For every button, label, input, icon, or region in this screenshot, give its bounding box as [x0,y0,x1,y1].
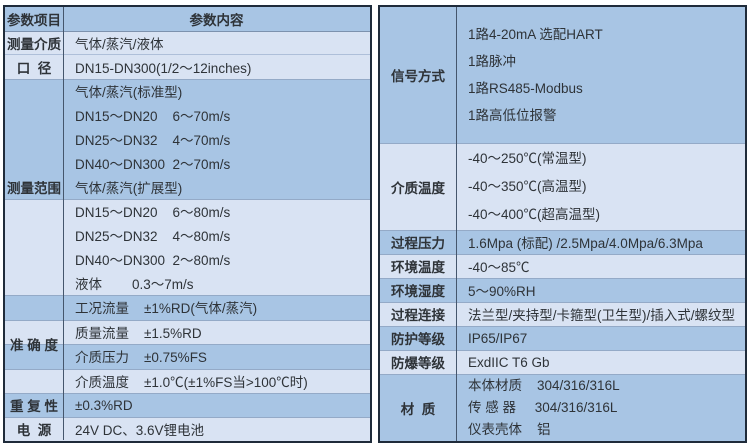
row-label-ambient-humidity: 环境湿度 [391,284,445,299]
range-line: 液体 0.3～7m/s [75,277,194,292]
band-explosion-rating [380,350,745,374]
material-lines: 本体材质 304/316/316L 传 感 器 304/316/316L 仪表壳… [456,374,745,441]
accuracy-line: 质量流量 ±1.5%RD [75,325,202,341]
medium-temp-line: -40～250℃(常温型) [468,150,587,166]
band-protection-rating [380,326,745,350]
row-label-range: 测量范围 [7,181,61,196]
row-label-process-connection: 过程连接 [391,308,445,323]
row-value-power: 24V DC、3.6V锂电池 [75,422,205,438]
material-line: 仪表壳体 铝 [468,421,551,437]
accuracy-line: 工况流量 ±1%RD(气体/蒸汽) [75,301,258,317]
row-value-repeatability: ±0.3%RD [75,397,133,413]
spec-table-left: 参数项目 参数内容 测量介质 气体/蒸汽/液体 口 径 DN15-DN300(1… [3,5,372,443]
row-label-ambient-temp: 环境温度 [391,260,445,275]
medium-temp-line: -40～400℃(超高温型) [468,206,601,222]
row-label-diameter: 口 径 [16,60,52,76]
spec-table-right: 信号方式 1路4-20mA 选配HART 1路脉冲 1路RS485-Modbus… [378,5,747,443]
band-accuracy-2 [5,319,370,344]
row-value-ambient-temp: -40～85℃ [468,260,530,275]
range-line: DN25～DN32 4～80m/s [75,229,231,244]
range-line: DN15～DN20 6～70m/s [75,109,231,124]
band-medium-diameter [5,31,370,79]
row-label-medium-temp: 介质温度 [391,180,445,196]
signal-line: 1路脉冲 [468,54,517,69]
row-label-explosion-rating: 防爆等级 [391,356,445,371]
row-value-explosion-rating: ExdIIC T6 Gb [468,354,550,370]
band-process-pressure [380,230,745,254]
row-value-process-connection: 法兰型/夹持型/卡箍型(卫生型)/插入式/螺纹型 [468,308,735,323]
row-label-material: 材 质 [400,401,436,417]
range-line: DN25～DN32 4～70m/s [75,133,231,148]
row-value-ambient-humidity: 5～90%RH [468,284,536,299]
range-line: 气体/蒸汽(扩展型) [75,181,183,196]
medium-temp-lines: -40～250℃(常温型) -40～350℃(高温型) -40～400℃(超高温… [456,143,745,230]
range-line: DN40～DN300 2～70m/s [75,157,231,172]
row-label-accuracy: 准 确 度 [9,338,58,353]
accuracy-line: 介质压力 ±0.75%FS [75,350,207,366]
band-material [380,374,745,441]
header-cell-param-item: 参数项目 [7,13,61,28]
band-ambient-temp [380,254,745,278]
band-process-connection [380,302,745,326]
band-power [5,417,370,440]
row-label-signal: 信号方式 [391,69,445,84]
material-line: 传 感 器 304/316/316L [468,399,618,415]
signal-line: 1路高低位报警 [468,108,557,123]
band-accuracy-1 [5,295,370,320]
band-repeatability [5,393,370,417]
material-line: 本体材质 304/316/316L [468,377,620,393]
row-value-process-pressure: 1.6Mpa (标配) /2.5Mpa/4.0Mpa/6.3Mpa [468,236,703,251]
row-value-protection-rating: IP65/IP67 [468,330,528,346]
row-label-protection-rating: 防护等级 [391,332,445,347]
band-header [5,7,370,31]
band-medium-temp [380,143,745,230]
range-line: DN40～DN300 2～80m/s [75,253,231,268]
row-value-diameter: DN15-DN300(1/2～12inches) [75,60,252,76]
accuracy-line: 介质温度 ±1.0℃(±1%FS当>100℃时) [75,374,308,390]
range-line: 气体/蒸汽(标准型) [75,85,183,100]
signal-line: 1路4-20mA 选配HART [468,27,603,42]
medium-temp-line: -40～350℃(高温型) [468,178,587,194]
row-label-process-pressure: 过程压力 [391,236,445,251]
row-value-medium: 气体/蒸汽/液体 [75,36,164,52]
row-label-medium: 测量介质 [7,36,61,52]
row-label-repeatability: 重 复 性 [9,399,58,414]
band-range-standard [5,79,370,199]
band-accuracy-4 [5,368,370,393]
header-cell-param-content: 参数内容 [189,13,244,28]
range-line: DN15～DN20 6～80m/s [75,205,231,220]
signal-line: 1路RS485-Modbus [468,81,583,96]
band-signal [380,7,745,143]
signal-lines: 1路4-20mA 选配HART 1路脉冲 1路RS485-Modbus 1路高低… [456,7,745,143]
band-range-extended [5,199,370,295]
band-ambient-humidity [380,278,745,302]
row-label-power: 电 源 [16,422,52,438]
band-accuracy-3 [5,344,370,369]
